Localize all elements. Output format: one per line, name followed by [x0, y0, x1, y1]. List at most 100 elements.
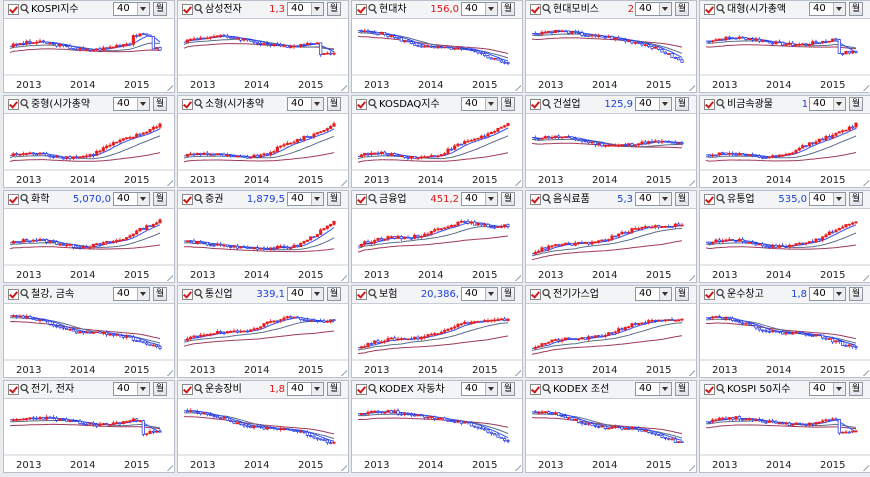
resize-grip[interactable] [514, 274, 521, 281]
checkbox-icon[interactable] [182, 99, 193, 110]
candlestick-chart[interactable]: 2013 2014 2015 [352, 113, 522, 187]
period-button[interactable]: 월 [675, 2, 689, 16]
candlestick-chart[interactable]: 2013 2014 2015 [700, 303, 870, 377]
magnifier-icon[interactable] [716, 98, 725, 110]
candlestick-chart[interactable]: 2013 2014 2015 [526, 398, 696, 472]
candlestick-chart[interactable]: 2013 2014 2015 [700, 18, 870, 92]
period-button[interactable]: 월 [849, 192, 863, 206]
chevron-down-icon[interactable] [659, 193, 671, 205]
resize-grip[interactable] [340, 84, 347, 91]
checkbox-icon[interactable] [704, 4, 715, 15]
chevron-down-icon[interactable] [137, 3, 149, 15]
magnifier-icon[interactable] [368, 383, 377, 395]
magnifier-icon[interactable] [542, 193, 551, 205]
count-select[interactable]: 40 [287, 287, 324, 301]
resize-grip[interactable] [688, 369, 695, 376]
count-select[interactable]: 40 [113, 382, 150, 396]
period-button[interactable]: 월 [675, 287, 689, 301]
resize-grip[interactable] [862, 369, 869, 376]
chevron-down-icon[interactable] [833, 193, 845, 205]
period-button[interactable]: 월 [849, 287, 863, 301]
checkbox-icon[interactable] [356, 384, 367, 395]
count-select[interactable]: 40 [461, 97, 498, 111]
magnifier-icon[interactable] [20, 3, 29, 15]
checkbox-icon[interactable] [8, 4, 19, 15]
resize-grip[interactable] [862, 464, 869, 471]
resize-grip[interactable] [166, 84, 173, 91]
candlestick-chart[interactable]: 2013 2014 2015 [178, 303, 348, 377]
checkbox-icon[interactable] [182, 289, 193, 300]
resize-grip[interactable] [862, 274, 869, 281]
candlestick-chart[interactable]: 2013 2014 2015 [700, 113, 870, 187]
count-select[interactable]: 40 [287, 2, 324, 16]
resize-grip[interactable] [340, 464, 347, 471]
chevron-down-icon[interactable] [659, 98, 671, 110]
chevron-down-icon[interactable] [833, 3, 845, 15]
count-select[interactable]: 40 [461, 287, 498, 301]
chevron-down-icon[interactable] [485, 288, 497, 300]
resize-grip[interactable] [340, 369, 347, 376]
magnifier-icon[interactable] [716, 288, 725, 300]
chevron-down-icon[interactable] [137, 288, 149, 300]
resize-grip[interactable] [514, 179, 521, 186]
chevron-down-icon[interactable] [485, 3, 497, 15]
period-button[interactable]: 월 [153, 97, 167, 111]
chevron-down-icon[interactable] [311, 98, 323, 110]
period-button[interactable]: 월 [327, 2, 341, 16]
period-button[interactable]: 월 [501, 287, 515, 301]
magnifier-icon[interactable] [20, 98, 29, 110]
period-button[interactable]: 월 [675, 192, 689, 206]
magnifier-icon[interactable] [194, 288, 203, 300]
checkbox-icon[interactable] [8, 289, 19, 300]
candlestick-chart[interactable]: 2013 2014 2015 [700, 208, 870, 282]
period-button[interactable]: 월 [501, 2, 515, 16]
period-button[interactable]: 월 [153, 287, 167, 301]
count-select[interactable]: 40 [809, 382, 846, 396]
count-select[interactable]: 40 [287, 192, 324, 206]
period-button[interactable]: 월 [849, 382, 863, 396]
period-button[interactable]: 월 [153, 382, 167, 396]
checkbox-icon[interactable] [530, 289, 541, 300]
chevron-down-icon[interactable] [311, 193, 323, 205]
magnifier-icon[interactable] [542, 383, 551, 395]
chevron-down-icon[interactable] [137, 383, 149, 395]
checkbox-icon[interactable] [704, 384, 715, 395]
period-button[interactable]: 월 [327, 97, 341, 111]
resize-grip[interactable] [166, 179, 173, 186]
period-button[interactable]: 월 [153, 192, 167, 206]
checkbox-icon[interactable] [704, 99, 715, 110]
magnifier-icon[interactable] [194, 98, 203, 110]
checkbox-icon[interactable] [182, 4, 193, 15]
resize-grip[interactable] [688, 179, 695, 186]
resize-grip[interactable] [166, 464, 173, 471]
count-select[interactable]: 40 [635, 97, 672, 111]
candlestick-chart[interactable]: 2013 2014 2015 [178, 398, 348, 472]
resize-grip[interactable] [862, 84, 869, 91]
chevron-down-icon[interactable] [833, 288, 845, 300]
checkbox-icon[interactable] [704, 289, 715, 300]
period-button[interactable]: 월 [501, 382, 515, 396]
resize-grip[interactable] [688, 464, 695, 471]
period-button[interactable]: 월 [501, 97, 515, 111]
chevron-down-icon[interactable] [833, 98, 845, 110]
period-button[interactable]: 월 [849, 2, 863, 16]
magnifier-icon[interactable] [20, 193, 29, 205]
count-select[interactable]: 40 [635, 2, 672, 16]
count-select[interactable]: 40 [461, 192, 498, 206]
resize-grip[interactable] [688, 274, 695, 281]
count-select[interactable]: 40 [635, 287, 672, 301]
magnifier-icon[interactable] [542, 3, 551, 15]
magnifier-icon[interactable] [20, 383, 29, 395]
count-select[interactable]: 40 [809, 2, 846, 16]
resize-grip[interactable] [340, 274, 347, 281]
period-button[interactable]: 월 [849, 97, 863, 111]
chevron-down-icon[interactable] [311, 288, 323, 300]
resize-grip[interactable] [166, 369, 173, 376]
count-select[interactable]: 40 [113, 97, 150, 111]
magnifier-icon[interactable] [716, 3, 725, 15]
checkbox-icon[interactable] [530, 194, 541, 205]
checkbox-icon[interactable] [530, 384, 541, 395]
period-button[interactable]: 월 [501, 192, 515, 206]
count-select[interactable]: 40 [113, 192, 150, 206]
checkbox-icon[interactable] [356, 4, 367, 15]
